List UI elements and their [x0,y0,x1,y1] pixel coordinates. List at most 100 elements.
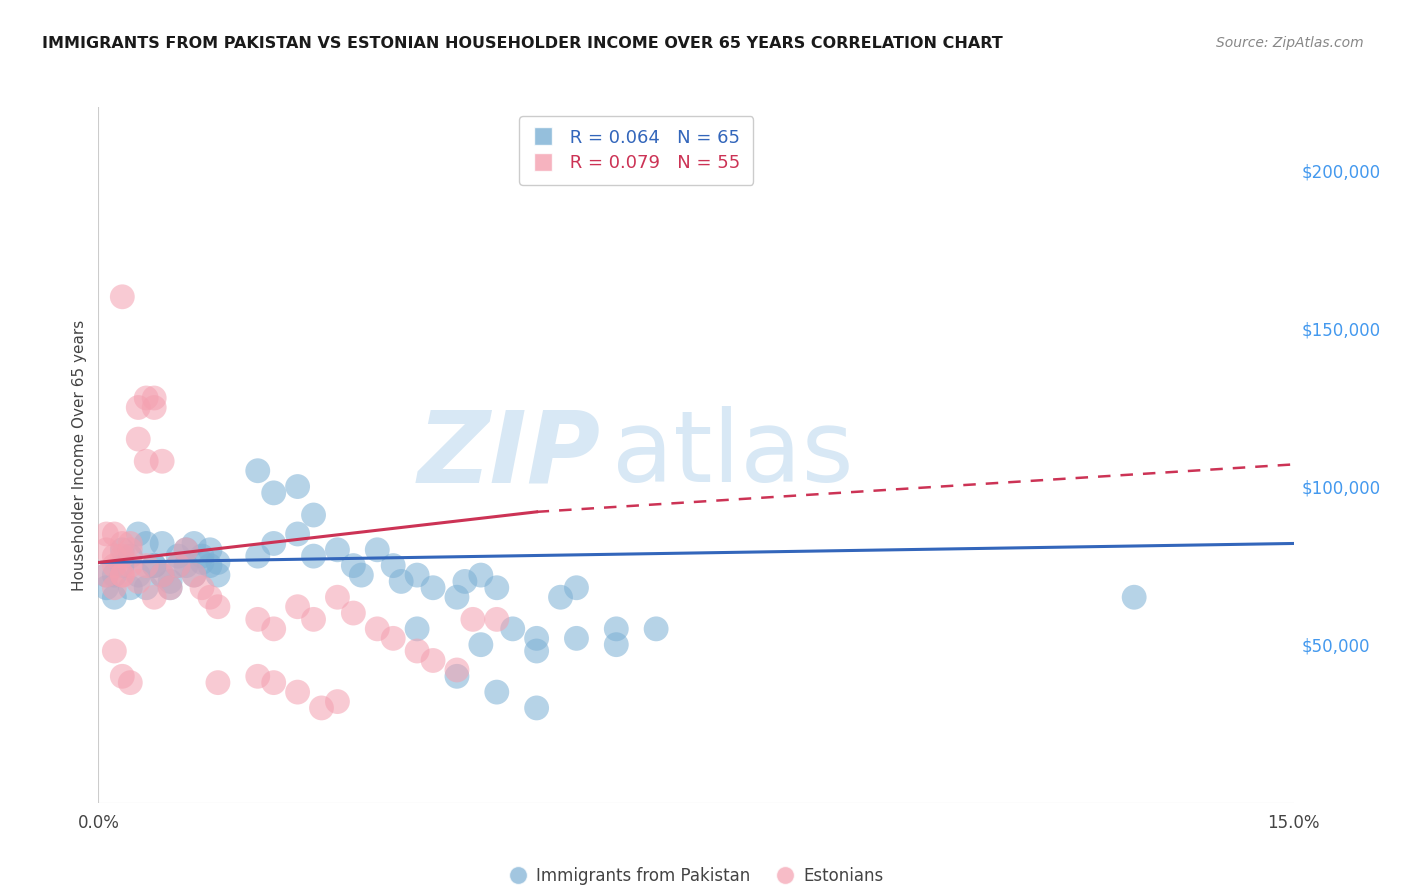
Point [120,675,142,690]
Point [246,549,269,563]
Point [111,568,134,582]
Point [135,581,157,595]
Point [406,622,429,636]
Y-axis label: Householder Income Over 65 years: Householder Income Over 65 years [72,319,87,591]
Point [198,558,221,573]
Point [96,581,118,595]
Point [550,591,572,605]
Point [645,622,668,636]
Point [143,591,166,605]
Legend: Immigrants from Pakistan, Estonians: Immigrants from Pakistan, Estonians [501,860,891,891]
Point [342,606,364,620]
Point [127,568,149,582]
Point [207,599,229,614]
Point [406,568,429,582]
Point [103,568,125,582]
Point [485,581,508,595]
Point [183,536,205,550]
Point [191,549,214,563]
Point [143,558,166,573]
Point [389,574,412,589]
Point [111,290,134,304]
Point [135,536,157,550]
Point [287,599,309,614]
Point [143,558,166,573]
Point [111,558,134,573]
Point [143,401,166,415]
Point [159,574,181,589]
Text: Source: ZipAtlas.com: Source: ZipAtlas.com [1216,36,1364,50]
Point [150,536,173,550]
Point [96,542,118,557]
Point [120,536,142,550]
Point [167,549,190,563]
Point [565,632,588,646]
Point [120,549,142,563]
Point [565,581,588,595]
Point [103,644,125,658]
Point [198,591,221,605]
Point [302,508,325,522]
Point [382,632,405,646]
Point [454,574,477,589]
Point [174,542,197,557]
Point [103,591,125,605]
Point [461,612,484,626]
Point [526,644,548,658]
Point [470,638,492,652]
Point [326,695,349,709]
Point [311,701,333,715]
Point [526,632,548,646]
Point [103,581,125,595]
Point [159,581,181,595]
Point [302,612,325,626]
Point [191,556,214,570]
Point [422,653,444,667]
Point [96,568,118,582]
Point [120,542,142,557]
Point [1123,591,1146,605]
Point [159,581,181,595]
Text: IMMIGRANTS FROM PAKISTAN VS ESTONIAN HOUSEHOLDER INCOME OVER 65 YEARS CORRELATIO: IMMIGRANTS FROM PAKISTAN VS ESTONIAN HOU… [42,36,1002,51]
Point [246,669,269,683]
Point [207,556,229,570]
Point [111,669,134,683]
Point [246,612,269,626]
Point [127,574,149,589]
Point [422,581,444,595]
Point [326,542,349,557]
Point [183,568,205,582]
Point [135,391,157,405]
Point [446,669,468,683]
Point [174,558,197,573]
Point [350,568,373,582]
Point [183,568,205,582]
Point [366,542,388,557]
Point [167,558,190,573]
Point [103,558,125,573]
Point [287,479,309,493]
Text: ZIP: ZIP [418,407,600,503]
Point [167,558,190,573]
Point [605,622,627,636]
Point [111,542,134,557]
Point [207,568,229,582]
Point [127,432,149,446]
Point [326,591,349,605]
Point [96,568,118,582]
Point [446,591,468,605]
Point [382,558,405,573]
Point [263,675,285,690]
Point [470,568,492,582]
Point [342,558,364,573]
Point [111,568,134,582]
Point [127,401,149,415]
Point [198,542,221,557]
Point [111,536,134,550]
Point [143,391,166,405]
Point [207,675,229,690]
Point [150,454,173,468]
Point [263,536,285,550]
Point [135,454,157,468]
Text: atlas: atlas [613,407,853,503]
